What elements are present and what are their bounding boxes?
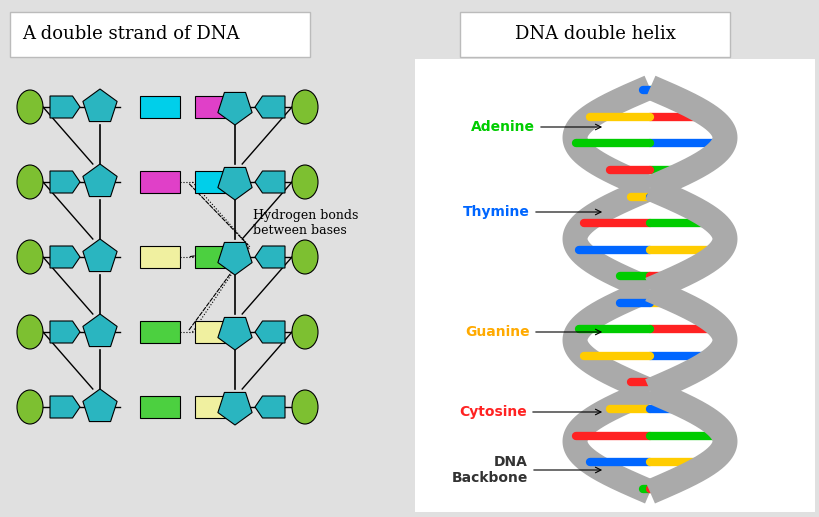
Text: DNA
Backbone: DNA Backbone bbox=[451, 455, 527, 485]
Ellipse shape bbox=[292, 315, 318, 349]
Text: A double strand of DNA: A double strand of DNA bbox=[22, 25, 239, 43]
Ellipse shape bbox=[17, 165, 43, 199]
Text: Cytosine: Cytosine bbox=[459, 405, 527, 419]
Polygon shape bbox=[218, 93, 251, 125]
Polygon shape bbox=[50, 246, 80, 268]
Ellipse shape bbox=[17, 390, 43, 424]
Polygon shape bbox=[50, 396, 80, 418]
Text: Thymine: Thymine bbox=[463, 205, 529, 219]
Polygon shape bbox=[255, 96, 285, 118]
FancyBboxPatch shape bbox=[140, 396, 180, 418]
Polygon shape bbox=[255, 396, 285, 418]
Text: Hydrogen bonds
between bases: Hydrogen bonds between bases bbox=[253, 209, 358, 237]
FancyBboxPatch shape bbox=[195, 246, 235, 268]
Text: DNA double helix: DNA double helix bbox=[514, 25, 675, 43]
FancyBboxPatch shape bbox=[140, 321, 180, 343]
Polygon shape bbox=[255, 321, 285, 343]
Ellipse shape bbox=[292, 390, 318, 424]
Ellipse shape bbox=[292, 240, 318, 274]
Polygon shape bbox=[255, 171, 285, 193]
Text: Guanine: Guanine bbox=[465, 325, 529, 339]
Polygon shape bbox=[83, 314, 117, 346]
FancyBboxPatch shape bbox=[195, 96, 235, 118]
Ellipse shape bbox=[17, 90, 43, 124]
Polygon shape bbox=[218, 392, 251, 425]
Polygon shape bbox=[83, 164, 117, 196]
Polygon shape bbox=[50, 171, 80, 193]
FancyBboxPatch shape bbox=[195, 171, 235, 193]
FancyBboxPatch shape bbox=[140, 246, 180, 268]
Ellipse shape bbox=[292, 90, 318, 124]
Polygon shape bbox=[83, 389, 117, 421]
Ellipse shape bbox=[292, 165, 318, 199]
FancyBboxPatch shape bbox=[10, 12, 310, 57]
FancyBboxPatch shape bbox=[414, 59, 814, 512]
FancyBboxPatch shape bbox=[195, 321, 235, 343]
Text: Adenine: Adenine bbox=[470, 120, 534, 134]
Polygon shape bbox=[218, 242, 251, 275]
Polygon shape bbox=[50, 321, 80, 343]
Polygon shape bbox=[83, 239, 117, 271]
Polygon shape bbox=[50, 96, 80, 118]
Ellipse shape bbox=[17, 240, 43, 274]
FancyBboxPatch shape bbox=[140, 171, 180, 193]
FancyBboxPatch shape bbox=[140, 96, 180, 118]
Polygon shape bbox=[255, 246, 285, 268]
Polygon shape bbox=[218, 317, 251, 350]
Ellipse shape bbox=[17, 315, 43, 349]
FancyBboxPatch shape bbox=[5, 59, 405, 512]
FancyBboxPatch shape bbox=[459, 12, 729, 57]
FancyBboxPatch shape bbox=[195, 396, 235, 418]
Polygon shape bbox=[218, 168, 251, 200]
Polygon shape bbox=[83, 89, 117, 121]
